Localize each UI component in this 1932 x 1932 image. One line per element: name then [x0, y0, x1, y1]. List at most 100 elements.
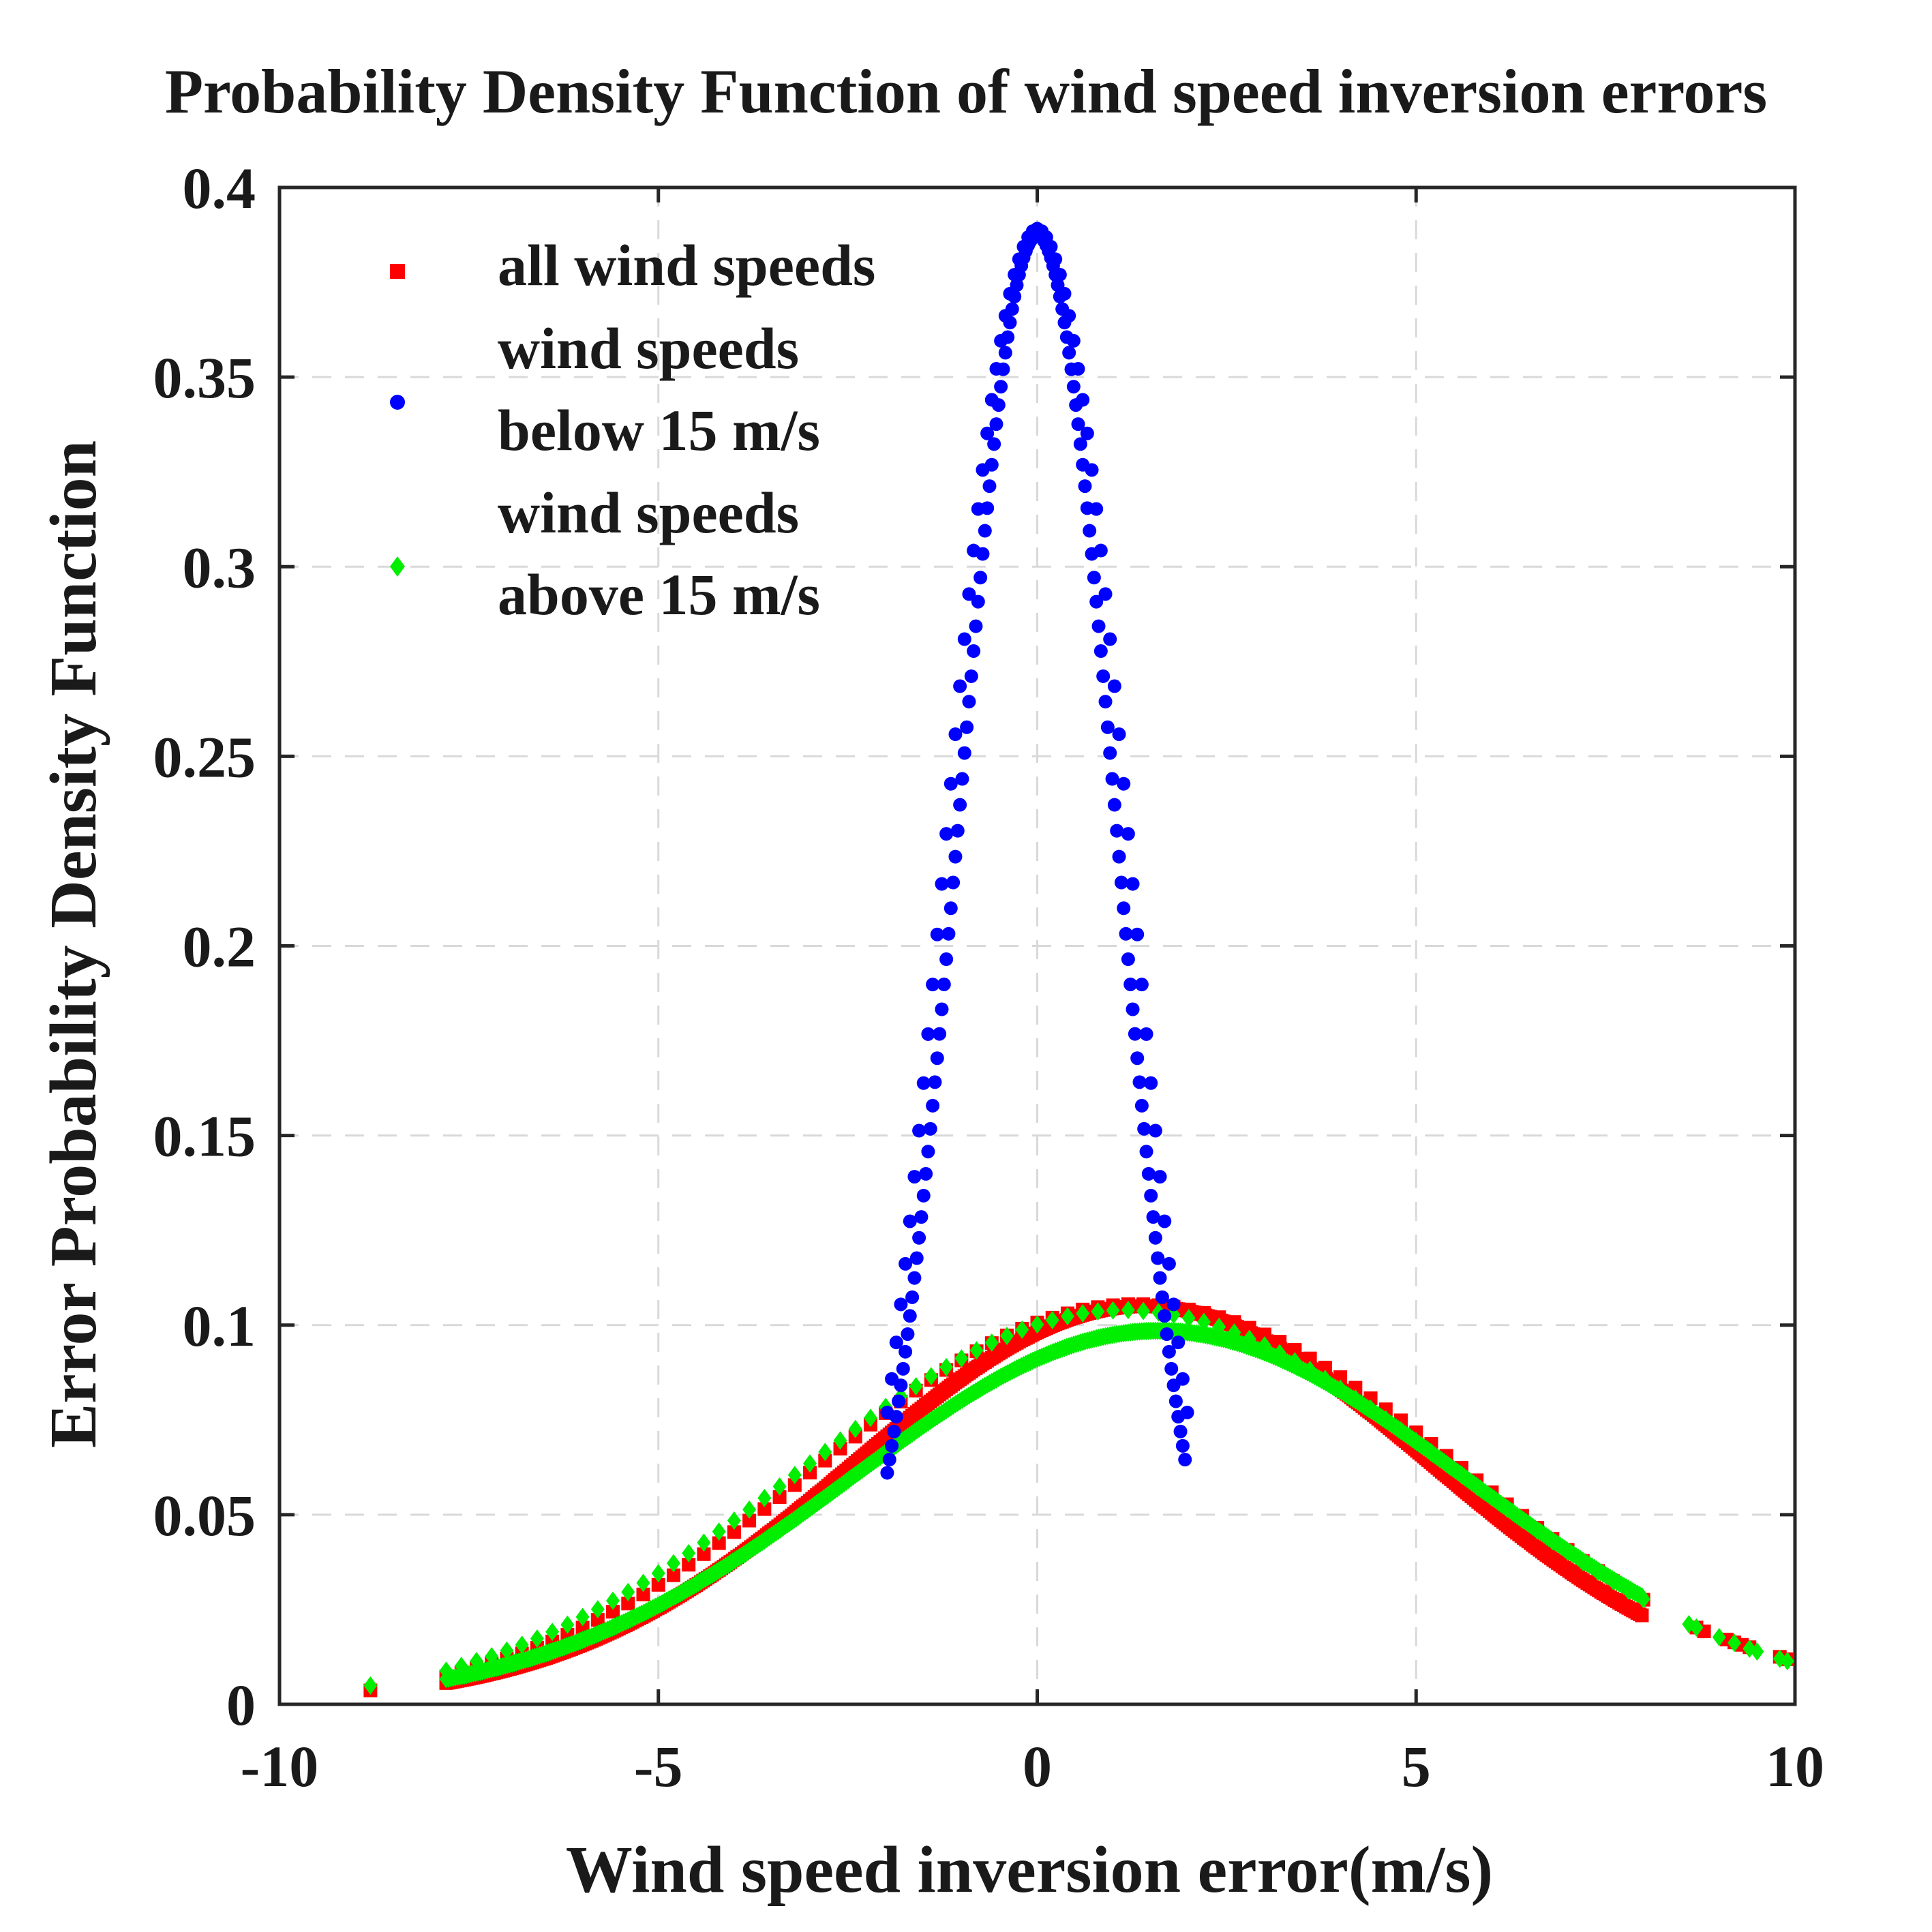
green-diamond-point [363, 1676, 378, 1695]
blue-circle-point [907, 1271, 922, 1285]
blue-circle-point [1146, 1210, 1160, 1224]
green-diamond-point [560, 1615, 575, 1634]
red-square-point [697, 1547, 711, 1561]
blue-circle-point [950, 824, 965, 838]
legend-green-diamond [390, 556, 405, 577]
red-square-point [727, 1525, 741, 1539]
blue-circle-point [921, 1027, 935, 1041]
blue-circle-point [905, 1290, 920, 1304]
blue-circle-point [953, 798, 967, 812]
blue-circle-point [1171, 1410, 1186, 1424]
blue-circle-point [885, 1438, 899, 1453]
y-tick-labels: 0 0.05 0.1 0.15 0.2 0.25 0.3 0.35 0.4 [153, 155, 256, 1738]
red-square-point [682, 1558, 696, 1572]
blue-circle-point [1103, 632, 1117, 646]
y-tick-label: 0.35 [153, 345, 256, 410]
blue-circle-point [1080, 501, 1094, 515]
blue-circle-point [1160, 1327, 1174, 1341]
green-diamond-point [590, 1600, 605, 1619]
blue-circle-point [1168, 1394, 1183, 1408]
blue-circle-point [937, 977, 951, 991]
red-square-point [606, 1605, 620, 1619]
legend-label: wind speeds [498, 316, 799, 381]
blue-circle-point [1139, 1027, 1153, 1041]
blue-circle-point [916, 1188, 931, 1203]
green-diamond-point [1076, 1304, 1090, 1323]
series-layer [363, 222, 1794, 1697]
green-diamond-point [575, 1608, 590, 1627]
blue-circle-point [1137, 1121, 1151, 1136]
blue-circle-point [1110, 824, 1124, 838]
red-square-point [712, 1536, 726, 1550]
red-square-point [1635, 1608, 1649, 1622]
y-tick-label: 0.3 [183, 534, 256, 600]
blue-circle-point [978, 524, 992, 538]
red-square-point [651, 1578, 665, 1592]
green-diamond-point [530, 1629, 544, 1648]
series-3 [363, 1301, 1794, 1695]
legend-blue-circle [390, 395, 405, 410]
green-diamond-point [833, 1431, 847, 1450]
green-diamond-point [742, 1500, 757, 1519]
x-tick-label: 0 [1023, 1734, 1052, 1799]
green-diamond-point [803, 1454, 817, 1473]
blue-circle-point [1076, 457, 1090, 472]
x-tick-label: 10 [1766, 1734, 1824, 1799]
blue-circle-point [1083, 524, 1097, 538]
blue-circle-point [1062, 346, 1076, 360]
blue-circle-point [1178, 1453, 1192, 1467]
blue-circle-point [1064, 362, 1078, 376]
blue-circle-point [903, 1214, 917, 1228]
blue-circle-point [933, 1027, 947, 1041]
blue-circle-point [1162, 1256, 1176, 1271]
blue-circle-point [1128, 1027, 1142, 1041]
green-diamond-point [1635, 1587, 1649, 1606]
blue-circle-point [982, 479, 997, 494]
blue-circle-point [1164, 1361, 1179, 1376]
blue-circle-point [948, 849, 963, 864]
y-tick-label: 0.15 [153, 1104, 256, 1169]
legend-label: all wind speeds [498, 232, 875, 298]
blue-circle-point [1048, 268, 1063, 282]
blue-circle-point [976, 547, 990, 561]
blue-circle-point [1053, 289, 1067, 303]
blue-circle-point [1162, 1344, 1176, 1359]
blue-circle-point [1175, 1438, 1190, 1453]
blue-circle-point [969, 619, 983, 633]
blue-circle-point [998, 346, 1012, 360]
green-diamond-point [984, 1333, 999, 1352]
green-diamond-point [682, 1543, 696, 1563]
blue-circle-point [894, 1378, 908, 1393]
green-diamond-point [636, 1573, 650, 1593]
green-diamond-point [1045, 1310, 1059, 1329]
blue-circle-point [939, 827, 954, 841]
blue-circle-point [1078, 479, 1092, 494]
blue-circle-point [1117, 776, 1131, 791]
blue-circle-point [964, 669, 978, 683]
blue-circle-point [941, 926, 956, 941]
green-diamond-point [1030, 1315, 1044, 1334]
blue-circle-point [994, 380, 1008, 394]
green-diamond-point [1689, 1618, 1704, 1637]
x-axis-label: Wind speed inversion error(m/s) [566, 1833, 1493, 1907]
blue-circle-point [1103, 746, 1117, 760]
axis-ticks [277, 185, 1797, 1706]
green-diamond-point [818, 1443, 832, 1462]
blue-circle-point [926, 978, 940, 992]
blue-circle-point [1100, 720, 1115, 734]
blue-circle-point [980, 426, 995, 440]
red-square-point [621, 1597, 635, 1611]
green-diamond-point [727, 1511, 741, 1530]
blue-circle-point [1087, 571, 1101, 585]
blue-circle-point [973, 571, 988, 585]
blue-circle-point [1166, 1378, 1181, 1393]
blue-circle-point [1134, 1098, 1149, 1113]
blue-circle-point [1144, 1076, 1158, 1090]
blue-circle-point [894, 1297, 908, 1312]
green-diamond-point [939, 1357, 954, 1376]
blue-circle-point [1005, 302, 1019, 316]
blue-circle-point [935, 1002, 949, 1016]
blue-circle-point [1148, 1231, 1162, 1245]
blue-circle-point [909, 1251, 924, 1265]
green-diamond-point [1181, 1309, 1196, 1328]
